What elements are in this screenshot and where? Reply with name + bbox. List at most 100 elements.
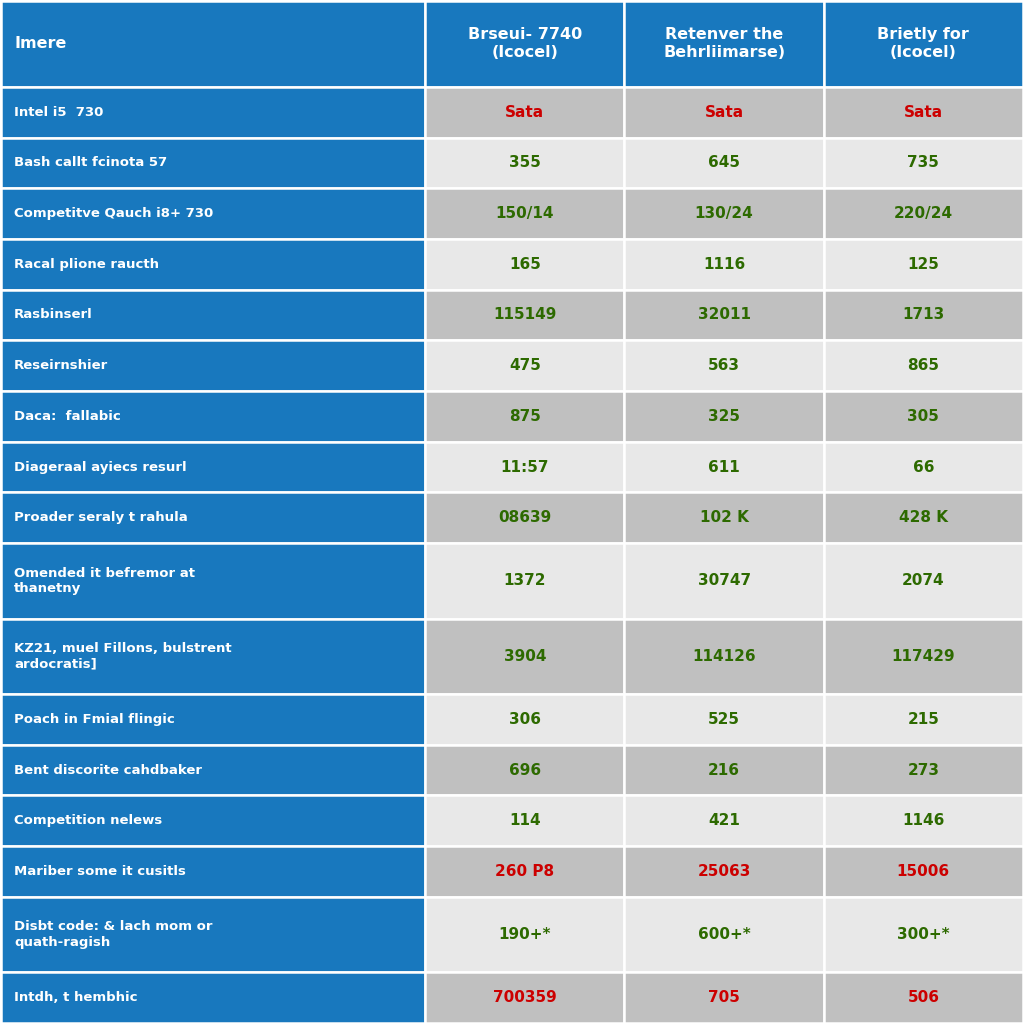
Bar — [823, 340, 1023, 391]
Text: 865: 865 — [907, 358, 939, 373]
Text: Competition nelews: Competition nelews — [14, 814, 162, 827]
Bar — [425, 1, 625, 87]
Bar — [425, 973, 625, 1023]
Text: Poach in Fmial flingic: Poach in Fmial flingic — [14, 713, 175, 726]
Bar — [425, 543, 625, 618]
Text: 705: 705 — [709, 990, 740, 1006]
Text: 08639: 08639 — [498, 510, 551, 525]
Bar — [425, 493, 625, 543]
Text: 66: 66 — [912, 460, 934, 474]
Text: 525: 525 — [708, 712, 740, 727]
Text: 325: 325 — [708, 409, 740, 424]
Text: Competitve Qauch i8+ 730: Competitve Qauch i8+ 730 — [14, 207, 213, 220]
Text: 15006: 15006 — [897, 864, 950, 879]
Text: 215: 215 — [907, 712, 939, 727]
Bar — [1, 543, 425, 618]
Text: 260 P8: 260 P8 — [496, 864, 554, 879]
Text: 30747: 30747 — [697, 573, 751, 589]
Text: 117429: 117429 — [892, 649, 955, 664]
Bar — [1, 239, 425, 290]
Text: Imere: Imere — [14, 37, 67, 51]
Bar — [625, 897, 823, 973]
Bar — [425, 796, 625, 846]
Text: 1116: 1116 — [702, 257, 745, 271]
Bar — [1, 188, 425, 239]
Text: Mariber some it cusitls: Mariber some it cusitls — [14, 865, 186, 878]
Text: 273: 273 — [907, 763, 939, 777]
Text: 114126: 114126 — [692, 649, 756, 664]
Bar — [823, 87, 1023, 137]
Bar — [1, 973, 425, 1023]
Bar — [625, 188, 823, 239]
Text: Bent discorite cahdbaker: Bent discorite cahdbaker — [14, 764, 202, 776]
Text: 735: 735 — [907, 156, 939, 170]
Text: Racal plione raucth: Racal plione raucth — [14, 258, 159, 270]
Bar — [625, 137, 823, 188]
Text: 600+*: 600+* — [697, 927, 751, 942]
Text: 190+*: 190+* — [499, 927, 551, 942]
Text: Omended it befremor at
thanetny: Omended it befremor at thanetny — [14, 566, 195, 595]
Text: 475: 475 — [509, 358, 541, 373]
Text: 300+*: 300+* — [897, 927, 949, 942]
Text: Disbt code: & lach mom or
quath-ragish: Disbt code: & lach mom or quath-ragish — [14, 921, 213, 949]
Bar — [823, 694, 1023, 744]
Text: 611: 611 — [709, 460, 740, 474]
Text: Intdh, t hembhic: Intdh, t hembhic — [14, 991, 137, 1005]
Bar — [425, 441, 625, 493]
Bar — [625, 290, 823, 340]
Bar — [425, 87, 625, 137]
Bar — [1, 493, 425, 543]
Text: Diageraal ayiecs resurl: Diageraal ayiecs resurl — [14, 461, 186, 473]
Bar — [625, 239, 823, 290]
Text: Sata: Sata — [705, 104, 743, 120]
Text: 700359: 700359 — [493, 990, 557, 1006]
Text: 2074: 2074 — [902, 573, 945, 589]
Text: 125: 125 — [907, 257, 939, 271]
Bar — [425, 897, 625, 973]
Bar — [425, 239, 625, 290]
Bar — [425, 694, 625, 744]
Text: 355: 355 — [509, 156, 541, 170]
Bar — [823, 618, 1023, 694]
Bar — [1, 340, 425, 391]
Bar — [823, 290, 1023, 340]
Text: 506: 506 — [907, 990, 939, 1006]
Bar — [823, 846, 1023, 897]
Bar — [1, 694, 425, 744]
Text: 1146: 1146 — [902, 813, 944, 828]
Bar — [425, 188, 625, 239]
Bar — [823, 493, 1023, 543]
Bar — [823, 188, 1023, 239]
Text: 3904: 3904 — [504, 649, 546, 664]
Text: Retenver the
Behrliimarse): Retenver the Behrliimarse) — [663, 28, 785, 60]
Bar — [823, 391, 1023, 441]
Text: Bash callt fcinota 57: Bash callt fcinota 57 — [14, 157, 167, 169]
Text: 421: 421 — [709, 813, 740, 828]
Bar — [625, 796, 823, 846]
Bar — [1, 137, 425, 188]
Bar — [425, 618, 625, 694]
Text: Daca:  fallabic: Daca: fallabic — [14, 410, 121, 423]
Bar — [823, 441, 1023, 493]
Text: Reseirnshier: Reseirnshier — [14, 359, 109, 372]
Bar — [625, 973, 823, 1023]
Text: 305: 305 — [907, 409, 939, 424]
Text: 1713: 1713 — [902, 307, 944, 323]
Bar — [823, 796, 1023, 846]
Text: 32011: 32011 — [697, 307, 751, 323]
Text: Brietly for
(Icocel): Brietly for (Icocel) — [878, 28, 970, 60]
Bar — [823, 973, 1023, 1023]
Text: 696: 696 — [509, 763, 541, 777]
Text: 11:57: 11:57 — [501, 460, 549, 474]
Text: Sata: Sata — [904, 104, 943, 120]
Bar — [823, 897, 1023, 973]
Bar — [1, 897, 425, 973]
Text: 428 K: 428 K — [899, 510, 948, 525]
Text: 150/14: 150/14 — [496, 206, 554, 221]
Text: Brseui- 7740
(Icocel): Brseui- 7740 (Icocel) — [468, 28, 582, 60]
Bar — [625, 618, 823, 694]
Bar — [1, 846, 425, 897]
Bar — [425, 846, 625, 897]
Text: 102 K: 102 K — [699, 510, 749, 525]
Bar — [625, 87, 823, 137]
